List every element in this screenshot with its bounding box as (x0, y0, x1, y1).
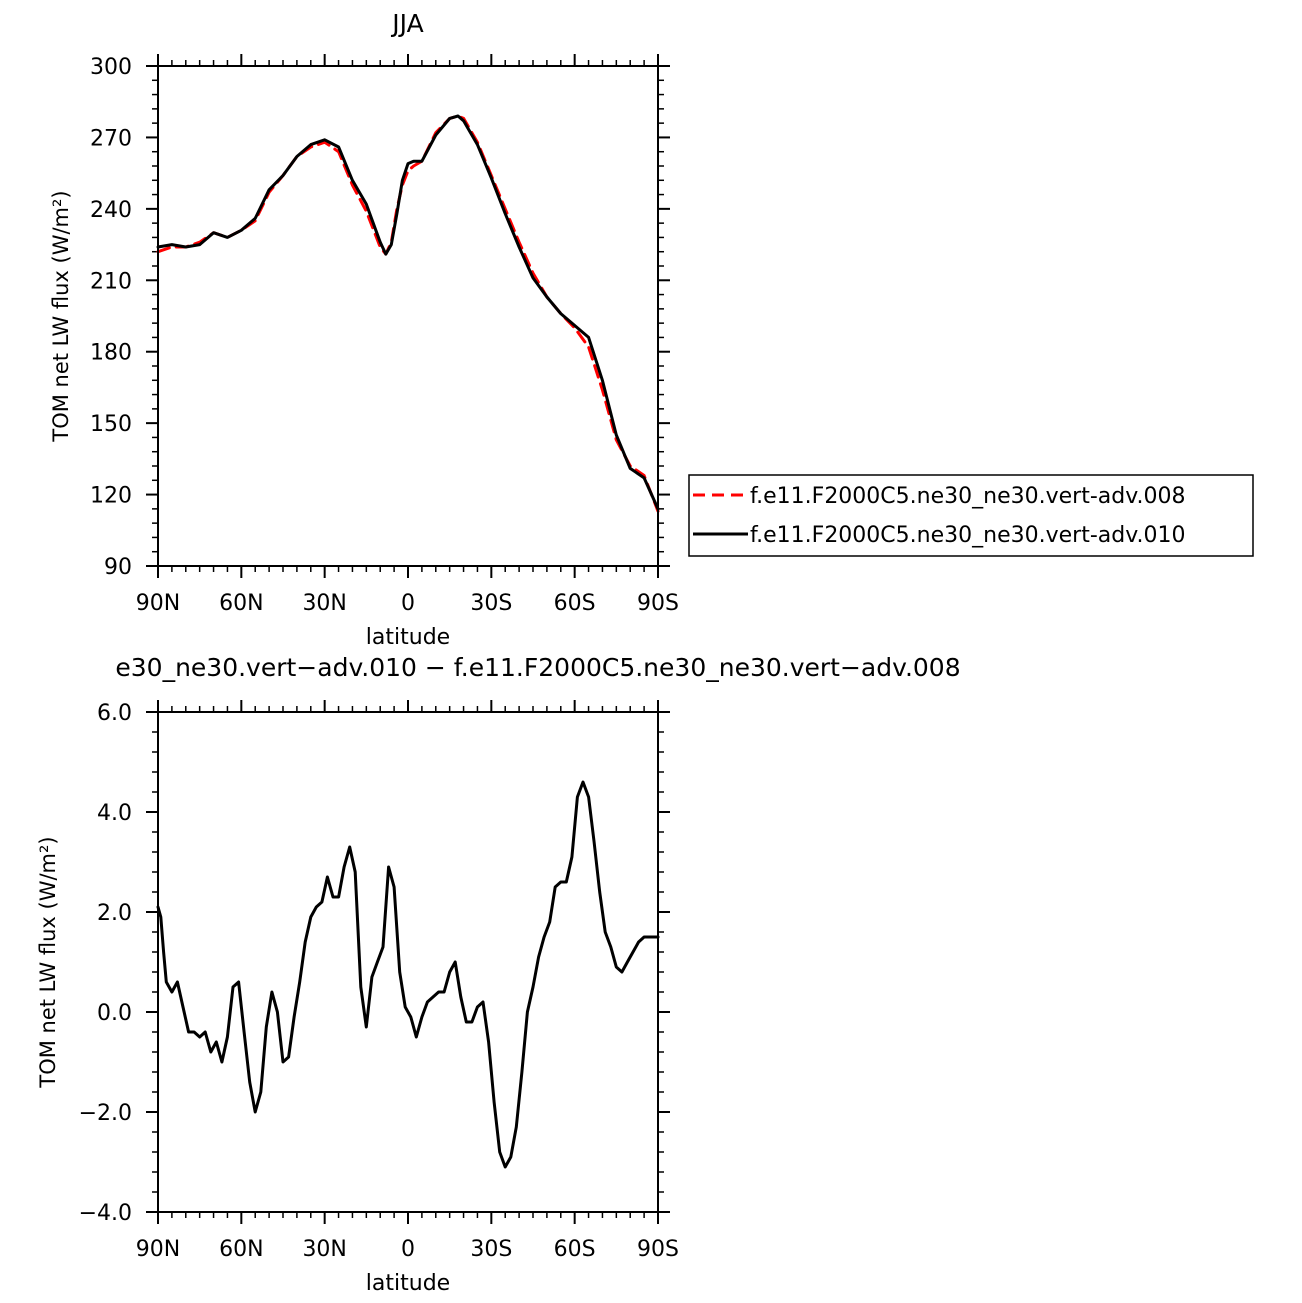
series-line-0-1 (156, 114, 660, 511)
legend-entry-vert-adv-010: f.e11.F2000C5.ne30_ne30.vert-adv.010 (750, 523, 1186, 548)
y-tick-label-3: 210 (90, 269, 132, 294)
x-tick-label-4: 30S (470, 591, 512, 616)
top-panel-series (156, 114, 660, 513)
y-tick-label-4: −2.0 (79, 1101, 132, 1126)
x-tick-label-0: 90N (136, 591, 180, 616)
bottom-panel-ticks: 90N 60N 30N 0 30S 60S 90S 6.0 4.0 2.0 0.0 −2.0 −4.0 (79, 700, 679, 1262)
y-tick-label-3: 0.0 (97, 1001, 132, 1026)
x-tick-label-1: 60N (219, 1237, 263, 1262)
x-tick-label-2: 30N (302, 591, 346, 616)
y-tick-label-1: 4.0 (97, 801, 132, 826)
legend: f.e11.F2000C5.ne30_ne30.vert-adv.008 f.e… (688, 474, 1254, 557)
x-tick-label-1: 60N (219, 591, 263, 616)
series-line-1-0 (156, 780, 660, 1169)
y-tick-label-6: 120 (90, 484, 132, 509)
bottom-panel-series (156, 780, 660, 1169)
y-tick-label-2: 2.0 (97, 901, 132, 926)
y-tick-label-7: 90 (104, 555, 132, 580)
top-panel-ticks: 90N 60N 30N 0 30S 60S 90S 300 270 240 210 180 150 120… (90, 54, 679, 616)
bottom-panel-y-axis-label: TOM net LW flux (W/m²) (36, 836, 60, 1088)
y-tick-label-1: 270 (90, 126, 132, 151)
x-tick-label-6: 90S (637, 591, 679, 616)
x-tick-label-2: 30N (302, 1237, 346, 1262)
y-tick-label-2: 240 (90, 198, 132, 223)
x-tick-label-4: 30S (470, 1237, 512, 1262)
x-tick-label-3: 0 (401, 1237, 415, 1262)
top-panel: JJA latitude TOM net LW flux (W/m²) 90N 6… (49, 9, 679, 650)
legend-box (688, 474, 1254, 557)
y-tick-label-5: 150 (90, 412, 132, 437)
y-tick-label-4: 180 (90, 341, 132, 366)
y-tick-label-0: 300 (90, 55, 132, 80)
bottom-panel-x-axis-label: latitude (366, 1271, 450, 1296)
top-panel-frame (157, 65, 659, 567)
top-panel-x-axis-label: latitude (366, 625, 450, 650)
x-tick-label-6: 90S (637, 1237, 679, 1262)
x-tick-label-3: 0 (401, 591, 415, 616)
series-line-0-0 (156, 114, 660, 513)
y-tick-label-0: 6.0 (97, 701, 132, 726)
top-panel-title: JJA (390, 9, 423, 38)
bottom-panel-title: e30_ne30.vert−adv.010 − f.e11.F2000C5.ne… (115, 653, 960, 682)
legend-entry-vert-adv-008: f.e11.F2000C5.ne30_ne30.vert-adv.008 (750, 484, 1186, 509)
top-panel-y-axis-label: TOM net LW flux (W/m²) (49, 190, 73, 442)
bottom-panel-frame (157, 711, 659, 1213)
bottom-panel: e30_ne30.vert−adv.010 − f.e11.F2000C5.ne… (36, 653, 961, 1296)
x-tick-label-5: 60S (554, 591, 596, 616)
x-tick-label-5: 60S (554, 1237, 596, 1262)
x-tick-label-0: 90N (136, 1237, 180, 1262)
y-tick-label-5: −4.0 (79, 1201, 132, 1226)
